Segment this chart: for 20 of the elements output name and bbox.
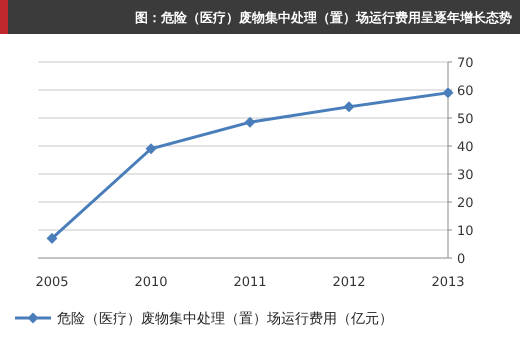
y-tick-label: 0 — [457, 252, 466, 267]
y-tick-label: 50 — [457, 112, 474, 127]
point — [46, 232, 58, 244]
chart-title: 图：危险（医疗）废物集中处理（置）场运行费用呈逐年增长态势 — [135, 10, 512, 26]
point — [442, 87, 454, 98]
x-tick-label: 2005 — [35, 275, 69, 290]
y-tick-label: 40 — [457, 140, 474, 155]
x-tick-label: 2010 — [134, 275, 168, 290]
y-tick-label: 10 — [457, 224, 474, 239]
x-tick-label: 2013 — [431, 275, 465, 290]
y-tick-label: 70 — [457, 56, 474, 71]
x-tick-label: 2011 — [233, 275, 267, 290]
y-tick-label: 30 — [457, 168, 474, 183]
point — [244, 116, 256, 128]
x-tick-label: 2012 — [332, 275, 366, 290]
y-tick-label: 20 — [457, 196, 474, 211]
point — [344, 101, 354, 112]
legend-label: 危险（医疗）废物集中处理（置）场运行费用（亿元） — [57, 311, 393, 327]
y-tick-label: 60 — [457, 84, 474, 99]
point — [146, 143, 156, 154]
